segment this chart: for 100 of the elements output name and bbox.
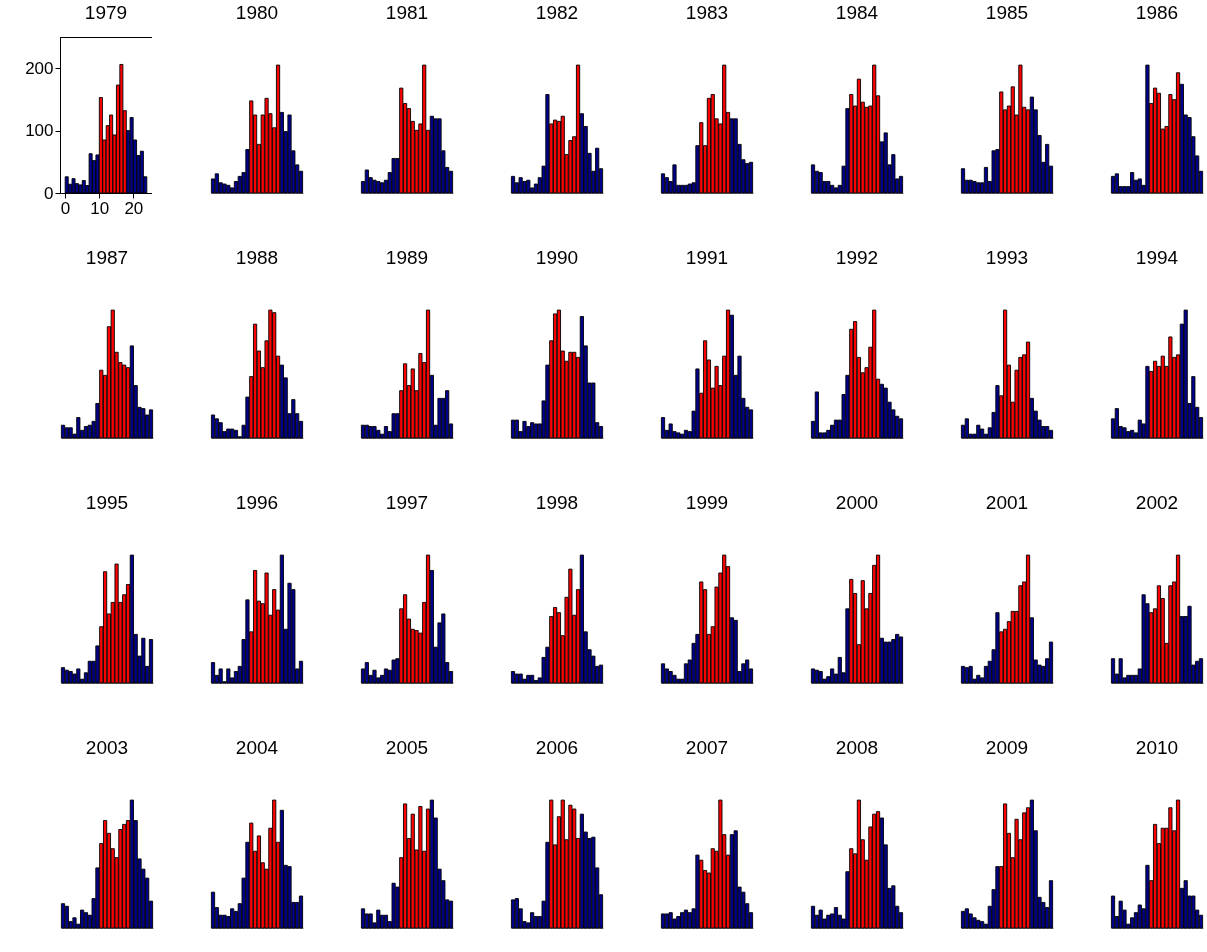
bar (1045, 143, 1050, 194)
bar (437, 397, 442, 439)
y-tick-label: 200 (25, 58, 54, 78)
bar (114, 563, 119, 684)
bar (972, 917, 977, 929)
bar (1010, 610, 1015, 684)
bar (595, 147, 600, 194)
x-tick-label: 0 (60, 198, 71, 218)
bar (872, 813, 877, 929)
bar (510, 175, 516, 194)
bar (1018, 585, 1023, 684)
bar (530, 912, 535, 929)
bar (722, 64, 727, 194)
bar (403, 594, 408, 684)
bar (526, 179, 531, 194)
bar (545, 94, 550, 194)
bar (895, 633, 900, 684)
bar (1168, 336, 1173, 439)
bar (103, 571, 108, 684)
bar (995, 612, 1000, 684)
bar (60, 903, 66, 929)
bar (360, 424, 366, 439)
bar (1018, 64, 1023, 194)
bar (80, 909, 85, 929)
bar (210, 414, 216, 439)
bar (695, 854, 700, 929)
bar (233, 429, 239, 439)
bar (1003, 309, 1008, 439)
bar (272, 589, 277, 684)
bar (1187, 605, 1192, 684)
bar (110, 309, 115, 439)
bar (403, 803, 408, 929)
bar (249, 822, 254, 929)
bar (410, 368, 415, 439)
bar (676, 432, 681, 439)
bar (1145, 64, 1150, 194)
bar (76, 668, 81, 684)
bar (818, 172, 823, 194)
bar (391, 659, 396, 684)
chart-title: 1986 (1135, 2, 1179, 23)
bar (81, 180, 86, 194)
chart-title: 2002 (1135, 492, 1179, 513)
bar (1048, 429, 1054, 439)
chart-title: 2007 (685, 737, 729, 758)
chart-title: 2009 (985, 737, 1029, 758)
bar (699, 581, 704, 684)
bar (572, 351, 577, 439)
chart-title: 1982 (535, 2, 579, 23)
bar (1010, 86, 1015, 194)
bar (714, 365, 719, 439)
bar (518, 177, 523, 194)
bar (810, 905, 816, 929)
bar (1153, 823, 1158, 929)
bar (745, 659, 750, 684)
bar (1175, 72, 1181, 194)
bar (1025, 554, 1031, 684)
chart-title: 2000 (835, 492, 879, 513)
bar (1048, 641, 1054, 684)
bar (875, 811, 881, 929)
bar (1025, 341, 1031, 439)
bar (403, 363, 408, 439)
bar (976, 424, 981, 439)
bar (960, 665, 966, 684)
bar (533, 679, 539, 684)
bar (572, 808, 577, 929)
chart-title: 1991 (685, 247, 729, 268)
bar (433, 118, 438, 194)
chart-title: 1999 (685, 492, 729, 513)
bar (591, 382, 596, 439)
chart-title: 1980 (235, 2, 279, 23)
bar (680, 433, 685, 439)
bar (898, 418, 904, 439)
bar (849, 578, 854, 684)
bar (1110, 658, 1116, 684)
bar (549, 799, 554, 929)
bar (376, 909, 381, 929)
chart-title: 1992 (835, 247, 879, 268)
chart-title: 1993 (985, 247, 1029, 268)
chart-title: 2008 (835, 737, 879, 758)
bar (391, 158, 396, 194)
bar (575, 64, 581, 194)
bar (568, 351, 573, 439)
y-tick-label: 100 (25, 121, 54, 141)
bar (1041, 901, 1046, 929)
x-tick-label: 10 (90, 198, 110, 218)
bar (71, 178, 76, 194)
bar (591, 836, 596, 929)
bar (833, 907, 839, 929)
bar (372, 179, 377, 194)
bar (441, 613, 446, 684)
bar (268, 309, 273, 439)
bar (976, 919, 981, 929)
bar (676, 916, 681, 929)
bar (568, 568, 573, 684)
bar (680, 912, 685, 929)
bar (733, 619, 738, 684)
bar (598, 426, 604, 439)
bar (122, 823, 127, 929)
bar (383, 426, 389, 439)
y-tick-label: 0 (44, 183, 54, 203)
